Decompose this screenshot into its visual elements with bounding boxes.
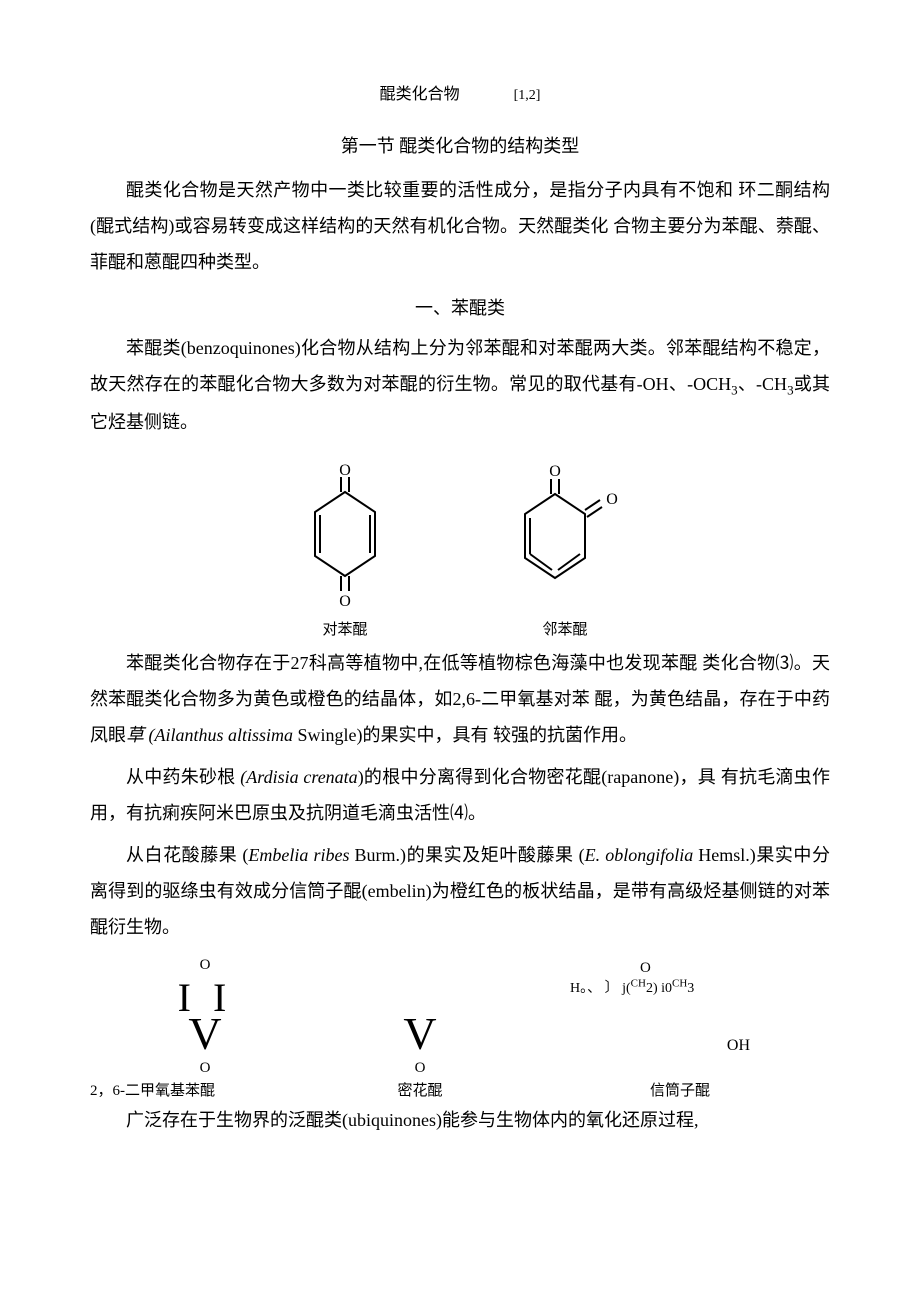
rt-end: 3 [687, 981, 694, 996]
fig2-left-label: 2，6-二甲氧基苯醌 [90, 1079, 290, 1100]
fig2-mid-label: 密花醌 [340, 1079, 500, 1100]
fig2-left-O-bot: O [120, 1060, 290, 1077]
doc-title-line: 醌类化合物 [1,2] [90, 80, 830, 104]
p5-it2: E. oblongifolia [585, 845, 694, 865]
doc-title: 醌类化合物 [380, 80, 460, 104]
p3b: Swingle)的果实中，具有 较强的抗菌作用。 [298, 725, 638, 745]
fig2-right-chain: H。、 〕 j(CH2) i0CH3 [550, 977, 810, 997]
p2-pre: 苯醌类(benzoquinones)化合物从结构上分为邻苯醌和对苯醌两大类。邻苯… [90, 338, 830, 394]
fig2-right-oh: OH [550, 1037, 810, 1055]
p4-italic: (Ardisia crenata [240, 767, 357, 787]
rt-mid: 2) i0 [646, 981, 672, 996]
paragraph-6: 广泛存在于生物界的泛醌类(ubiquinones)能参与生物体内的氧化还原过程, [90, 1102, 830, 1138]
p2-mid: 、-CH [738, 374, 787, 394]
p5-it1: Embelia ribes [248, 845, 349, 865]
section-title: 第一节 醌类化合物的结构类型 [90, 132, 830, 158]
paragraph-2: 苯醌类(benzoquinones)化合物从结构上分为邻苯醌和对苯醌两大类。邻苯… [90, 330, 830, 440]
page: 醌类化合物 [1,2] 第一节 醌类化合物的结构类型 醌类化合物是天然产物中一类… [0, 0, 920, 1204]
intro-paragraph: 醌类化合物是天然产物中一类比较重要的活性成分，是指分子内具有不饱和 环二酮结构(… [90, 172, 830, 280]
paragraph-5: 从白花酸藤果 (Embelia ribes Burm.)的果实及矩叶酸藤果 (E… [90, 837, 830, 945]
ortho-benzoquinone-icon: O O [500, 464, 630, 614]
paragraph-4: 从中药朱砂根 (Ardisia crenata)的根中分离得到化合物密花醌(ra… [90, 759, 830, 831]
rt-ch2: CH [672, 977, 687, 989]
p5b: Burm.)的果实及矩叶酸藤果 ( [349, 845, 584, 865]
subsection-1-title: 一、苯醌类 [90, 294, 830, 320]
rt-ch: CH [631, 977, 646, 989]
fig2-mid-shape: V [340, 1007, 500, 1060]
fig2-left-O-top: O [120, 957, 290, 974]
p5a: 从白花酸藤果 ( [126, 845, 248, 865]
fig2-left-shape-bot: V [120, 1007, 290, 1060]
fig2-mid-O: O [340, 1060, 500, 1077]
fig1-right-label: 邻苯醌 [500, 618, 630, 639]
rt-pre: H。、 〕 j( [570, 981, 631, 996]
fig1-left: O O 对苯醌 [290, 464, 400, 639]
fig2-left: O I I V O 2，6-二甲氧基苯醌 [90, 957, 290, 1100]
fig1-left-label: 对苯醌 [290, 618, 400, 639]
p3-italic: 草 (Ailanthus altissima [126, 725, 298, 745]
figure-1: O O 对苯醌 [90, 464, 830, 639]
svg-text:O: O [606, 491, 618, 508]
fig2-right-O-top: O [550, 960, 810, 977]
fig1-right: O O 邻苯醌 [500, 464, 630, 639]
para-benzoquinone-icon: O O [290, 464, 400, 614]
fig2-right-label: 信筒子醌 [550, 1079, 810, 1100]
title-ref: [1,2] [514, 88, 541, 103]
svg-text:O: O [339, 464, 351, 479]
fig2-mid: V O 密花醌 [340, 955, 500, 1100]
svg-text:O: O [549, 464, 561, 480]
p4a: 从中药朱砂根 [126, 767, 240, 787]
svg-text:O: O [339, 593, 351, 610]
fig2-right: O H。、 〕 j(CH2) i0CH3 OH 信筒子醌 [550, 960, 810, 1100]
figure-2: O I I V O 2，6-二甲氧基苯醌 V O 密花醌 O H。、 〕 j(C… [90, 955, 830, 1100]
paragraph-3: 苯醌类化合物存在于27科高等植物中,在低等植物棕色海藻中也发现苯醌 类化合物⑶。… [90, 645, 830, 753]
